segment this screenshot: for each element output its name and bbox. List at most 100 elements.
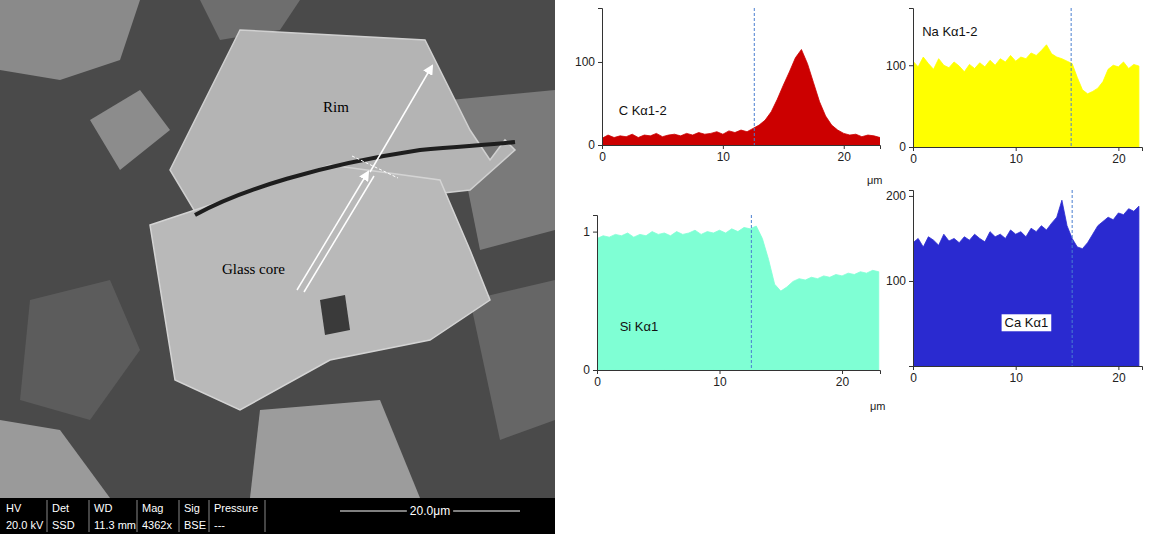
tick: 0	[899, 140, 913, 154]
image-label: Rim	[323, 99, 349, 115]
tick-label: 10	[713, 375, 727, 389]
info-bar	[0, 498, 555, 534]
x-axis: 0 10 20	[910, 147, 1142, 166]
element-label: Ca Kα1	[1005, 315, 1049, 330]
tick-mark	[723, 145, 724, 149]
tick: 0	[583, 363, 597, 377]
axis-line	[598, 371, 881, 375]
axis-line	[598, 9, 603, 146]
info-header: WD	[94, 502, 112, 514]
tick-mark	[909, 281, 913, 282]
tick-mark	[1016, 147, 1017, 151]
tick: 1	[583, 225, 597, 239]
tick-label: 20	[836, 375, 850, 389]
info-divider	[137, 500, 138, 532]
tick-label: 200	[886, 189, 906, 203]
tick: 0	[588, 138, 602, 152]
image-background	[0, 0, 555, 498]
tick-mark	[909, 196, 913, 197]
tick-label: 0	[899, 140, 906, 154]
tick-label: 10	[1010, 152, 1024, 166]
axis-line	[909, 191, 914, 367]
tick: 20	[836, 370, 850, 389]
sem-image: RimGlass coreHVDetWDMagSigPressure20.0 k…	[0, 0, 555, 534]
image-texture	[0, 0, 140, 80]
element-label: Si Kα1	[620, 319, 659, 334]
label-patch	[1002, 314, 1052, 331]
chart-panel: 01020100200Ca Kα1	[886, 189, 1143, 384]
tick: 100	[575, 55, 602, 69]
info-header: Pressure	[214, 502, 258, 514]
info-header: Mag	[142, 502, 163, 514]
scan-arrow	[304, 176, 374, 292]
tick-label: 0	[583, 363, 590, 377]
plot-area	[602, 8, 880, 145]
tick: 200	[886, 189, 913, 203]
tick-label: 20	[1112, 152, 1126, 166]
crack	[195, 142, 515, 215]
x-axis: 01020	[910, 366, 1142, 385]
x-axis-title: μm	[867, 174, 883, 186]
figure: RimGlass coreHVDetWDMagSigPressure20.0 k…	[0, 0, 1162, 534]
glass-core-grain	[150, 165, 490, 410]
info-divider	[209, 500, 210, 532]
y-axis: 01	[583, 216, 597, 378]
info-value: SSD	[52, 519, 75, 531]
axis-line	[603, 146, 881, 150]
tick-label: 0	[910, 152, 917, 166]
profile-area	[597, 226, 879, 370]
interface-mark	[352, 156, 398, 178]
y-axis: 0 100	[575, 9, 603, 153]
x-axis: 01020	[594, 370, 880, 389]
axis-line	[909, 9, 914, 148]
element-label: Na Kα1-2	[922, 24, 977, 39]
tick-label: 20	[838, 150, 852, 164]
tick-label: 1	[583, 225, 590, 239]
interface-line	[751, 215, 752, 370]
info-value: ---	[214, 519, 225, 531]
tick-mark	[1118, 366, 1119, 370]
axis-line	[593, 216, 598, 371]
axis-line	[914, 367, 1143, 371]
info-value: 4362x	[142, 519, 172, 531]
tick: 100	[886, 274, 913, 288]
tick-label: 0	[599, 150, 606, 164]
chart-panel: 0 10 20 0 100 C Kα1-2 μm	[575, 8, 883, 186]
tick-mark	[909, 147, 913, 148]
y-axis: 0 100	[886, 9, 914, 155]
info-header: Sig	[184, 502, 200, 514]
tick-label: 0	[910, 371, 917, 385]
interface-line	[1072, 190, 1073, 366]
tick-mark	[598, 62, 602, 63]
tick: 20	[1112, 147, 1126, 166]
info-value: 11.3 mm	[94, 519, 136, 531]
scale-bar-label-bg	[407, 504, 453, 518]
pit	[320, 295, 350, 335]
tick-mark	[1118, 147, 1119, 151]
image-label: Glass core	[222, 261, 285, 277]
tick-label: 100	[886, 274, 906, 288]
tick: 0	[910, 147, 917, 166]
tick: 10	[713, 370, 727, 389]
tick-label: 10	[717, 150, 731, 164]
tick: 0	[599, 145, 606, 164]
tick-mark	[593, 232, 597, 233]
element-label: C Kα1-2	[619, 103, 667, 118]
profile-area	[913, 45, 1139, 147]
image-texture	[250, 400, 420, 498]
tick: 20	[1112, 366, 1126, 385]
profile-area	[913, 200, 1139, 366]
interface-line	[1071, 8, 1072, 147]
plot-area	[913, 190, 1139, 366]
tick-mark	[842, 370, 843, 374]
tick-mark	[844, 145, 845, 149]
profile-area	[602, 50, 880, 145]
tick-mark	[593, 370, 597, 371]
tick-label: 100	[886, 59, 906, 73]
image-texture	[20, 280, 140, 420]
y-axis: 100 200	[886, 189, 914, 366]
tick: 0	[910, 366, 917, 385]
info-value: 20.0 kV	[6, 519, 44, 531]
tick: 10	[717, 145, 731, 164]
scan-arrow	[370, 66, 432, 172]
